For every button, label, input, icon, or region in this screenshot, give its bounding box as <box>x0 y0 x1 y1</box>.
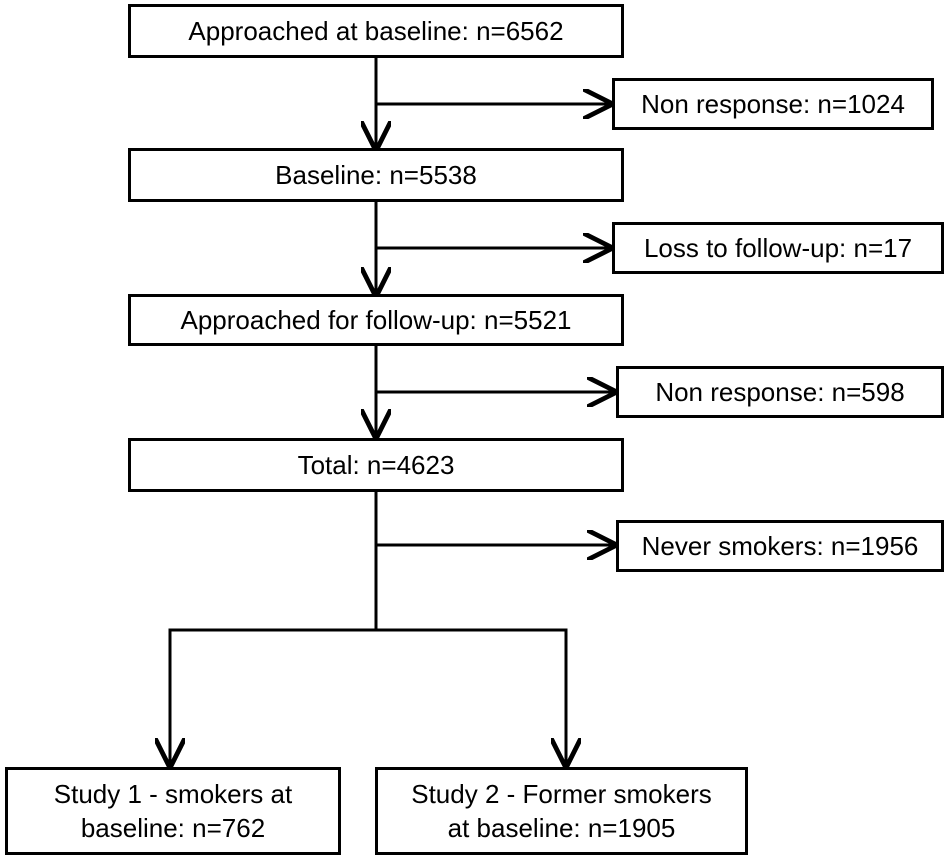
split-connector-right <box>376 628 566 765</box>
node-non-response-2: Non response: n=598 <box>616 366 944 418</box>
study-2-line-2: at baseline: n=1905 <box>447 813 676 843</box>
node-loss-to-follow-up: Loss to follow-up: n=17 <box>612 222 944 274</box>
split-connector <box>170 492 378 765</box>
node-approached-follow-up: Approached for follow-up: n=5521 <box>128 294 624 346</box>
study-1-line-2: baseline: n=762 <box>80 813 266 843</box>
study-2-line-1: Study 2 - Former smokers <box>411 779 712 809</box>
study-1-line-1: Study 1 - smokers at <box>53 779 293 809</box>
node-approached-baseline: Approached at baseline: n=6562 <box>128 4 624 58</box>
node-study-1: Study 1 - smokers at baseline: n=762 <box>5 767 341 855</box>
node-never-smokers: Never smokers: n=1956 <box>616 520 944 572</box>
node-baseline: Baseline: n=5538 <box>128 148 624 202</box>
node-total: Total: n=4623 <box>128 438 624 492</box>
node-study-2: Study 2 - Former smokers at baseline: n=… <box>375 767 748 855</box>
node-non-response-1: Non response: n=1024 <box>612 78 934 130</box>
